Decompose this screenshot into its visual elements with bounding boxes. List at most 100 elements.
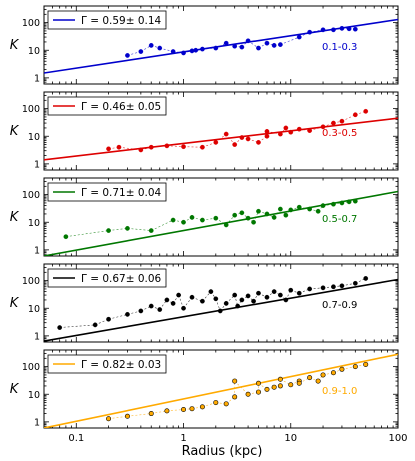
data-point [256,45,261,51]
data-point [315,378,321,384]
data-point [283,212,289,218]
legend-entry: Γ = 0.82± 0.03 [81,359,161,371]
fit-line [44,18,398,74]
data-point [181,305,186,311]
data-point [213,140,219,145]
y-tick-label: 10 [28,218,40,229]
data-point [320,27,326,33]
legend-box [47,182,167,202]
data-point [148,411,154,417]
y-tick-label: 100 [22,190,40,201]
dashed-profile-segment [108,228,128,231]
dashed-profile-segment [127,228,152,231]
data-point [245,136,251,142]
data-point [288,129,294,135]
data-point [223,40,229,46]
data-point [331,120,336,126]
data-point [164,297,170,303]
data-point [106,146,111,152]
data-point [106,316,111,322]
data-point [346,199,352,205]
dashed-profile-segment [280,36,300,45]
data-point [264,386,270,392]
y-tick-label: 1 [34,331,40,342]
y-axis-label: K [10,296,20,311]
data-point [116,144,122,150]
dashed-profile-segment [95,318,109,326]
y-tick-label: 100 [22,18,40,29]
data-point [148,303,154,309]
data-point [138,147,144,153]
data-point [346,26,352,32]
data-point [256,208,261,214]
data-point [288,382,294,388]
data-point [352,26,358,32]
range-annotation: 0.7-0.9 [322,300,357,311]
dashed-profile-segment [151,219,174,231]
data-point [288,207,294,213]
data-point [239,210,245,216]
data-point [245,38,251,44]
plot-area [44,276,398,342]
data-point [264,129,270,134]
data-point [232,394,238,400]
dashed-profile-segment [166,409,184,412]
data-point [189,215,195,220]
data-point [339,283,345,289]
dashed-profile-segment [151,410,167,414]
data-point [256,290,261,296]
data-point [255,389,261,395]
data-point [271,384,277,390]
data-point [181,144,186,150]
data-point [255,380,261,386]
range-annotation: 0.5-0.7 [322,214,357,225]
data-point [296,290,302,296]
data-point [339,26,345,31]
x-tick-label: 1 [180,433,186,444]
plot-area [44,353,398,428]
data-point [181,219,186,225]
data-point [320,203,326,208]
data-point [239,44,245,50]
data-point [320,124,326,130]
legend-entry: Γ = 0.59± 0.14 [81,15,162,27]
dashed-profile-segment [127,413,152,417]
data-point [271,289,277,294]
fit-line [44,190,398,256]
data-point [307,206,312,212]
data-point [124,413,130,419]
data-point [170,49,176,54]
legend-box [47,10,167,30]
data-point [170,301,176,306]
data-point [307,29,312,35]
legend-box [47,96,167,116]
data-point [339,366,345,372]
y-axis-label: K [10,124,20,139]
data-point [363,361,369,367]
data-point [264,133,270,139]
data-point [148,228,154,233]
axes-frame [43,5,399,85]
data-point [223,301,229,306]
legend-entry: Γ = 0.71± 0.04 [81,187,162,199]
data-point [232,43,238,49]
data-point [232,292,238,298]
y-tick-label: 10 [28,132,40,143]
data-point [223,222,229,228]
data-point [148,43,154,48]
data-point [199,404,205,410]
x-tick-label: 10 [284,433,297,444]
data-point [164,408,170,414]
data-point [296,380,302,386]
data-point [213,400,219,406]
data-point [245,215,251,221]
data-point [92,322,98,328]
y-tick-label: 1 [34,73,40,84]
data-point [189,406,195,412]
data-point [307,286,312,292]
data-point [200,46,205,52]
data-point [200,217,205,223]
